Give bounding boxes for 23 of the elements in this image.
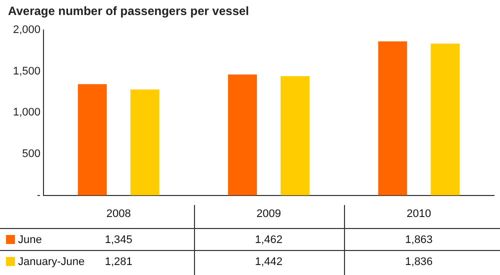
bar — [430, 44, 460, 196]
data-label: 1,863 — [404, 233, 434, 248]
y-tick-label: 2,000 — [12, 24, 41, 36]
bar — [228, 74, 257, 196]
bar — [78, 84, 107, 196]
data-label: 1,345 — [104, 233, 134, 248]
y-tick-label: - — [36, 189, 41, 202]
data-label: 1,281 — [104, 256, 132, 268]
y-tick-label: 1,500 — [12, 65, 41, 78]
y-tick-label: 1,000 — [12, 106, 41, 119]
bar — [280, 76, 310, 196]
x-tick-label: 2008 — [105, 207, 132, 222]
legend-label: January-June — [17, 255, 85, 270]
chart-title: Average number of passengers per vessel — [8, 4, 249, 18]
x-tick-label: 2009 — [256, 207, 282, 222]
x-tick-label: 2010 — [406, 207, 432, 222]
bar — [378, 41, 408, 196]
data-label: 1,462 — [254, 233, 284, 248]
data-label: 1,442 — [254, 255, 284, 270]
legend-label: June — [17, 233, 42, 248]
data-label: 1,836 — [404, 255, 434, 270]
bar — [130, 89, 160, 196]
y-tick-label: 500 — [22, 148, 41, 160]
